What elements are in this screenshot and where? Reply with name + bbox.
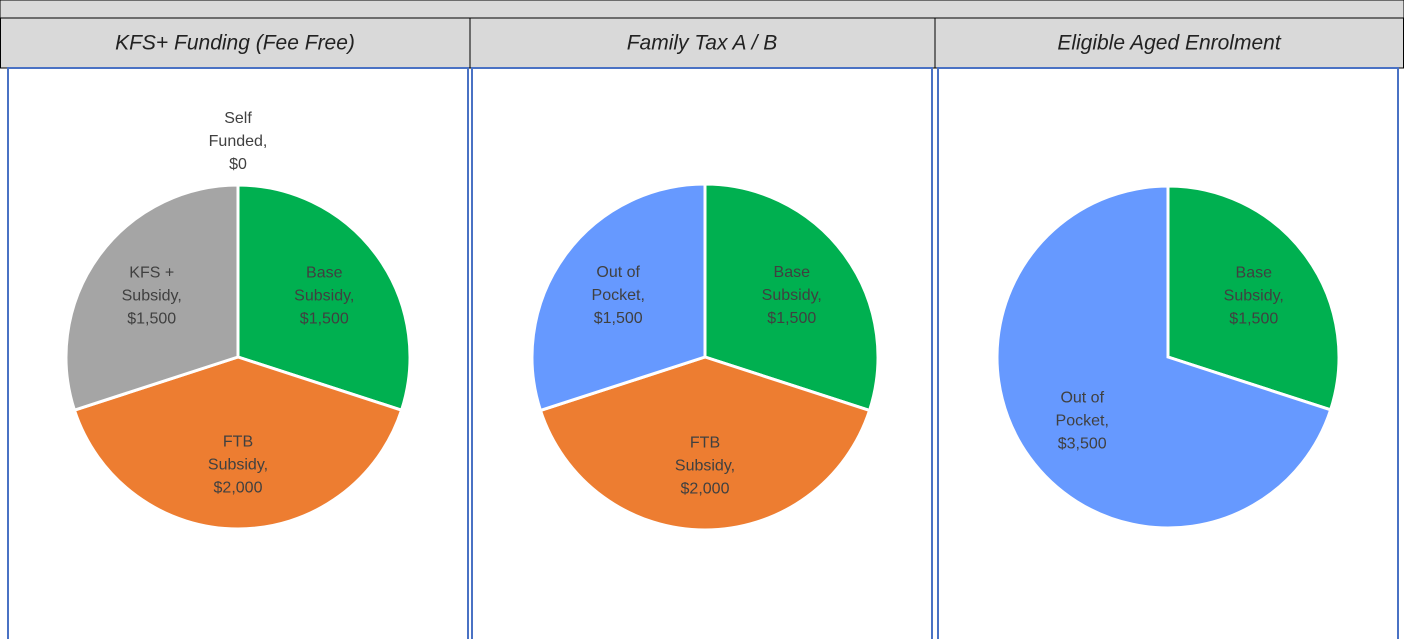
data-label: Out of Pocket, $1,500: [592, 264, 645, 327]
header-row: [0, 17, 1404, 69]
chart-title: Eligible Aged Enrolment: [1057, 32, 1282, 55]
pie-slice: [64, 183, 240, 413]
data-label: FTB Subsidy, $2,000: [675, 434, 735, 497]
pie-slice: [703, 182, 880, 413]
pie-slice: [538, 355, 872, 532]
pie-slice: [236, 183, 412, 413]
pie-slice: [995, 184, 1333, 530]
data-label: Base Subsidy, $1,500: [1224, 265, 1284, 328]
data-label: KFS + Subsidy, $1,500: [122, 264, 182, 327]
pie-slice: [530, 182, 707, 413]
pie-slice: [1166, 184, 1341, 412]
data-label: Out of Pocket, $3,500: [1056, 389, 1109, 452]
chart-title: KFS+ Funding (Fee Free): [115, 32, 355, 55]
top-strip: [0, 0, 1404, 19]
data-label: Base Subsidy, $1,500: [762, 264, 822, 327]
chart-title: Family Tax A / B: [627, 32, 778, 55]
pie-slice: [72, 355, 404, 531]
data-label: FTB Subsidy, $2,000: [208, 434, 268, 497]
data-label: Self Funded, $0: [209, 110, 268, 173]
data-label: Base Subsidy, $1,500: [294, 264, 354, 327]
